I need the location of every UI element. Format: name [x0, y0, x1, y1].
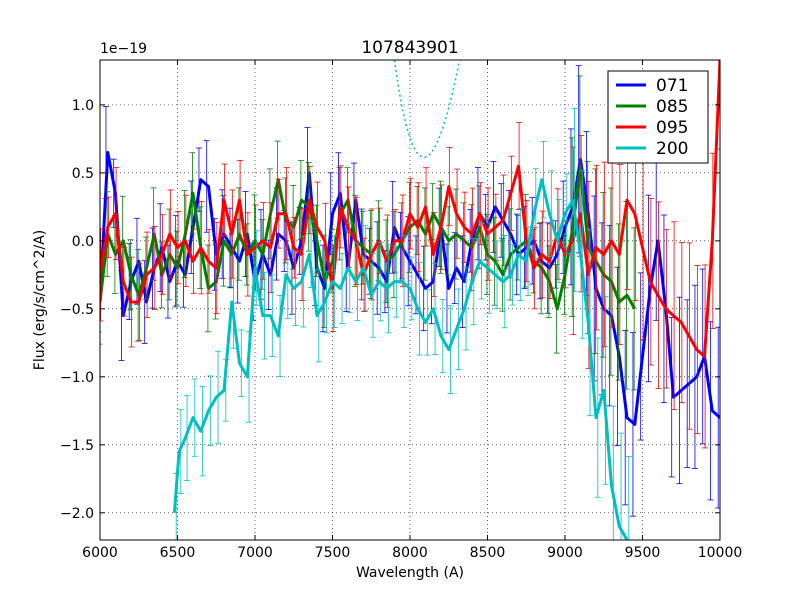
y-tick-label: 0.0: [72, 234, 94, 250]
legend-label-200: 200: [656, 139, 688, 159]
x-tick-label: 7000: [237, 545, 273, 561]
series-200: [172, 107, 632, 540]
x-tick-label: 9000: [547, 545, 583, 561]
x-tick-label: 8000: [392, 545, 428, 561]
series-layer: [100, 60, 720, 540]
y-axis-label: Flux (erg/s/cm^2/A): [32, 230, 48, 370]
y-tick-label: −1.0: [60, 370, 94, 386]
series-line-095: [100, 60, 720, 358]
series-200-offscale-arc: [393, 60, 461, 158]
x-tick-label: 6500: [160, 545, 196, 561]
series-line-200: [172, 178, 629, 540]
axis-ticks: 6000 6500 7000 7500 8000 8500 9000 9500 10000 −2.…: [60, 60, 742, 561]
x-tick-label: 7500: [315, 545, 351, 561]
x-tick-label: 10000: [698, 545, 743, 561]
legend-label-071: 071: [656, 76, 688, 96]
legend-label-095: 095: [656, 118, 688, 138]
x-axis-label: Wavelength (A): [356, 565, 464, 581]
series-line-071: [100, 151, 720, 426]
series-line-085: [100, 164, 637, 311]
x-tick-label: 6000: [82, 545, 118, 561]
y-tick-label: −1.5: [60, 438, 94, 454]
series-095: [100, 60, 720, 449]
x-tick-label: 9500: [625, 545, 661, 561]
y-tick-label: −0.5: [60, 302, 94, 318]
chart-title: 107843901: [361, 38, 458, 58]
x-tick-label: 8500: [470, 545, 506, 561]
y-tick-label: 1.0: [72, 98, 94, 114]
y-offset-label: 1e−19: [100, 41, 147, 57]
legend-label-085: 085: [656, 97, 688, 117]
y-tick-label: −2.0: [60, 506, 94, 522]
y-tick-label: 0.5: [72, 166, 94, 182]
